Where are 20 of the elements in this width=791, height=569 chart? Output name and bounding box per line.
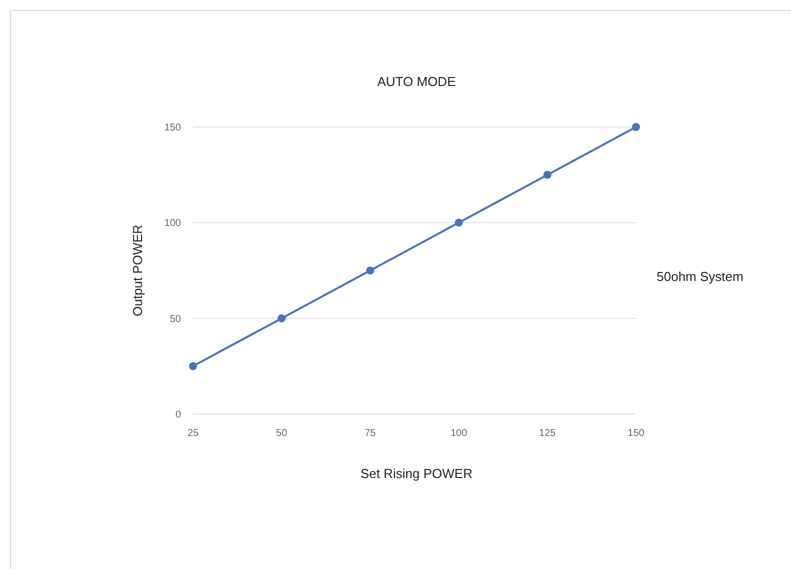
- point: [278, 314, 286, 322]
- y-tick-label: 100: [164, 218, 182, 230]
- y-axis-title: Output POWER: [130, 224, 145, 316]
- point: [189, 362, 197, 370]
- point: [543, 170, 552, 179]
- x-tick-label: 25: [187, 428, 199, 439]
- x-tick-label: 50: [276, 428, 288, 439]
- y-tick-label: 0: [175, 410, 182, 420]
- chart-title: AUTO MODE: [377, 74, 456, 89]
- x-axis-title: Set Rising POWER: [360, 466, 472, 481]
- x-tick-label: 150: [628, 428, 645, 439]
- y-tick-label: 150: [164, 122, 182, 134]
- y-tick-label: 50: [170, 314, 182, 325]
- x-tick-label: 100: [450, 428, 468, 439]
- x-tick-label: 125: [539, 428, 556, 439]
- x-tick-label: 75: [364, 428, 376, 439]
- point: [366, 266, 374, 274]
- point: [632, 123, 640, 131]
- point: [454, 218, 463, 227]
- text: 50ohm System: [656, 269, 744, 284]
